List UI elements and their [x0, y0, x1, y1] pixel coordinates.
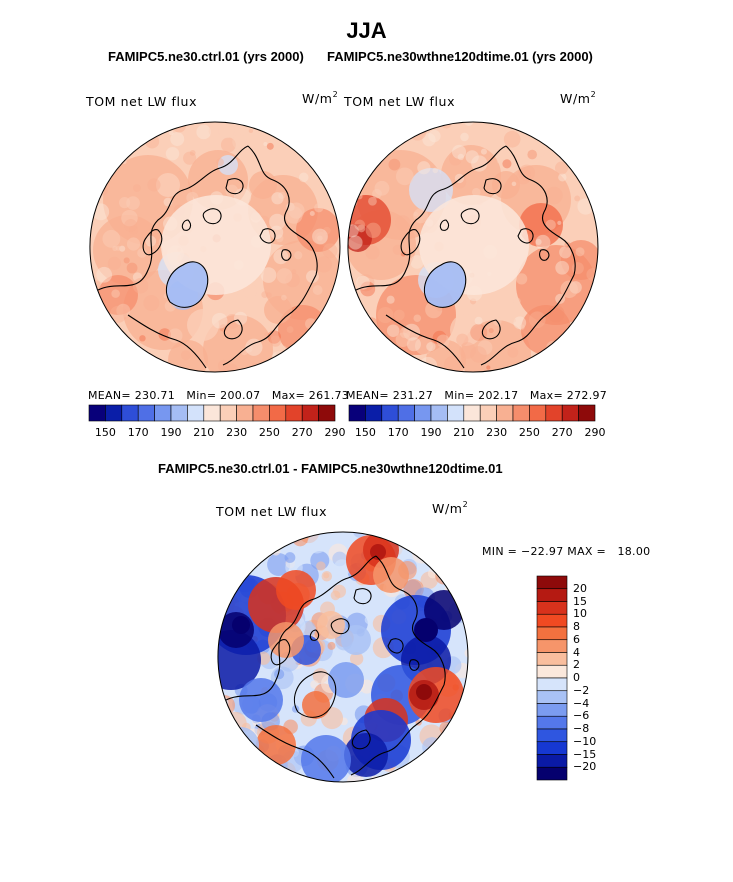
diff-minmax: MIN = −22.97 MAX = 18.00 [482, 545, 650, 558]
right-stats: MEAN= 231.27 Min= 202.17 Max= 272.97 [346, 389, 607, 402]
left-panel-subtitle: FAMIPC5.ne30.ctrl.01 (yrs 2000) [108, 49, 304, 64]
right-panel-subtitle: FAMIPC5.ne30wthne120dtime.01 (yrs 2000) [327, 49, 593, 64]
right-max-value: 272.97 [566, 389, 608, 402]
colorbar-tick-label: 150 [354, 426, 376, 439]
diff-colorbar-tick-label: 10 [573, 607, 587, 621]
diff-colorbar-tick-label: 8 [573, 620, 580, 633]
right-polar-map [347, 121, 599, 373]
colorbar-tick-label: 290 [324, 426, 346, 439]
colorbar-tick-label: 250 [258, 426, 280, 439]
diff-colorbar-tick-label: −15 [573, 747, 597, 761]
left-mean-label: MEAN= [88, 389, 131, 402]
right-max-label: Max= [529, 389, 563, 402]
colorbar-tick-label: 190 [160, 426, 182, 439]
diff-min-value: −22.97 [520, 545, 564, 558]
diff-colorbar-tick-label: 6 [573, 632, 580, 646]
colorbar-tick-label: 290 [584, 426, 606, 439]
colorbar-tick-label: 170 [127, 426, 149, 439]
left-min-label: Min= [186, 389, 217, 402]
colorbar-tick-label: 230 [226, 426, 248, 439]
diff-colorbar-tick-label: 0 [573, 671, 580, 684]
right-mean-value: 231.27 [392, 389, 434, 402]
left-min-value: 200.07 [220, 389, 261, 402]
left-stats: MEAN= 230.71 Min= 200.07 Max= 261.73 [88, 389, 349, 402]
colorbar-tick-label: 230 [486, 426, 508, 439]
left-max-label: Max= [271, 389, 305, 402]
diff-max-label: MAX = [567, 545, 607, 558]
diff-max-value: 18.00 [617, 545, 651, 558]
colorbar-tick-label: 170 [387, 426, 409, 439]
right-unit-label: W/m2 [560, 90, 597, 106]
colorbar-tick-label: 270 [291, 426, 313, 439]
left-polar-map [89, 121, 341, 373]
figure-title: JJA [346, 18, 387, 43]
diff-colorbar-tick-label: −4 [573, 696, 590, 710]
diff-colorbar-tick-label: −10 [573, 734, 597, 748]
right-mean-label: MEAN= [346, 389, 389, 402]
colorbar-tick-label: 210 [453, 426, 475, 439]
colorbar-tick-label: 210 [193, 426, 215, 439]
right-min-value: 202.17 [478, 389, 519, 402]
colorbar-tick-label: 250 [518, 426, 540, 439]
diff-colorbar-tick-label: −2 [573, 683, 590, 697]
diff-colorbar-tick-label: −20 [573, 760, 597, 774]
left-max-value: 261.73 [308, 389, 350, 402]
right-colorbar [348, 404, 596, 422]
diff-colorbar-tick-label: 15 [573, 594, 587, 608]
right-variable-label: TOM net LW flux [344, 94, 456, 109]
left-variable-label: TOM net LW flux [86, 94, 198, 109]
diff-colorbar-tick-label: 2 [573, 658, 580, 672]
diff-colorbar-tick-label: −8 [573, 722, 590, 735]
diff-polar-map [217, 531, 469, 783]
diff-colorbar-tick-label: −6 [573, 709, 590, 723]
diff-colorbar-tick-label: 4 [573, 645, 580, 659]
diff-unit-label: W/m2 [432, 500, 469, 516]
left-mean-value: 230.71 [134, 389, 176, 402]
diff-colorbar [536, 575, 568, 781]
colorbar-tick-label: 190 [420, 426, 442, 439]
diff-min-label: MIN = [482, 545, 518, 558]
left-colorbar [88, 404, 336, 422]
diff-colorbar-tick-label: 20 [573, 581, 587, 595]
left-unit-label: W/m2 [302, 90, 339, 106]
colorbar-tick-label: 150 [94, 426, 116, 439]
diff-panel-title: FAMIPC5.ne30.ctrl.01 - FAMIPC5.ne30wthne… [158, 461, 503, 476]
colorbar-tick-label: 270 [551, 426, 573, 439]
right-min-label: Min= [444, 389, 475, 402]
diff-variable-label: TOM net LW flux [216, 504, 328, 519]
